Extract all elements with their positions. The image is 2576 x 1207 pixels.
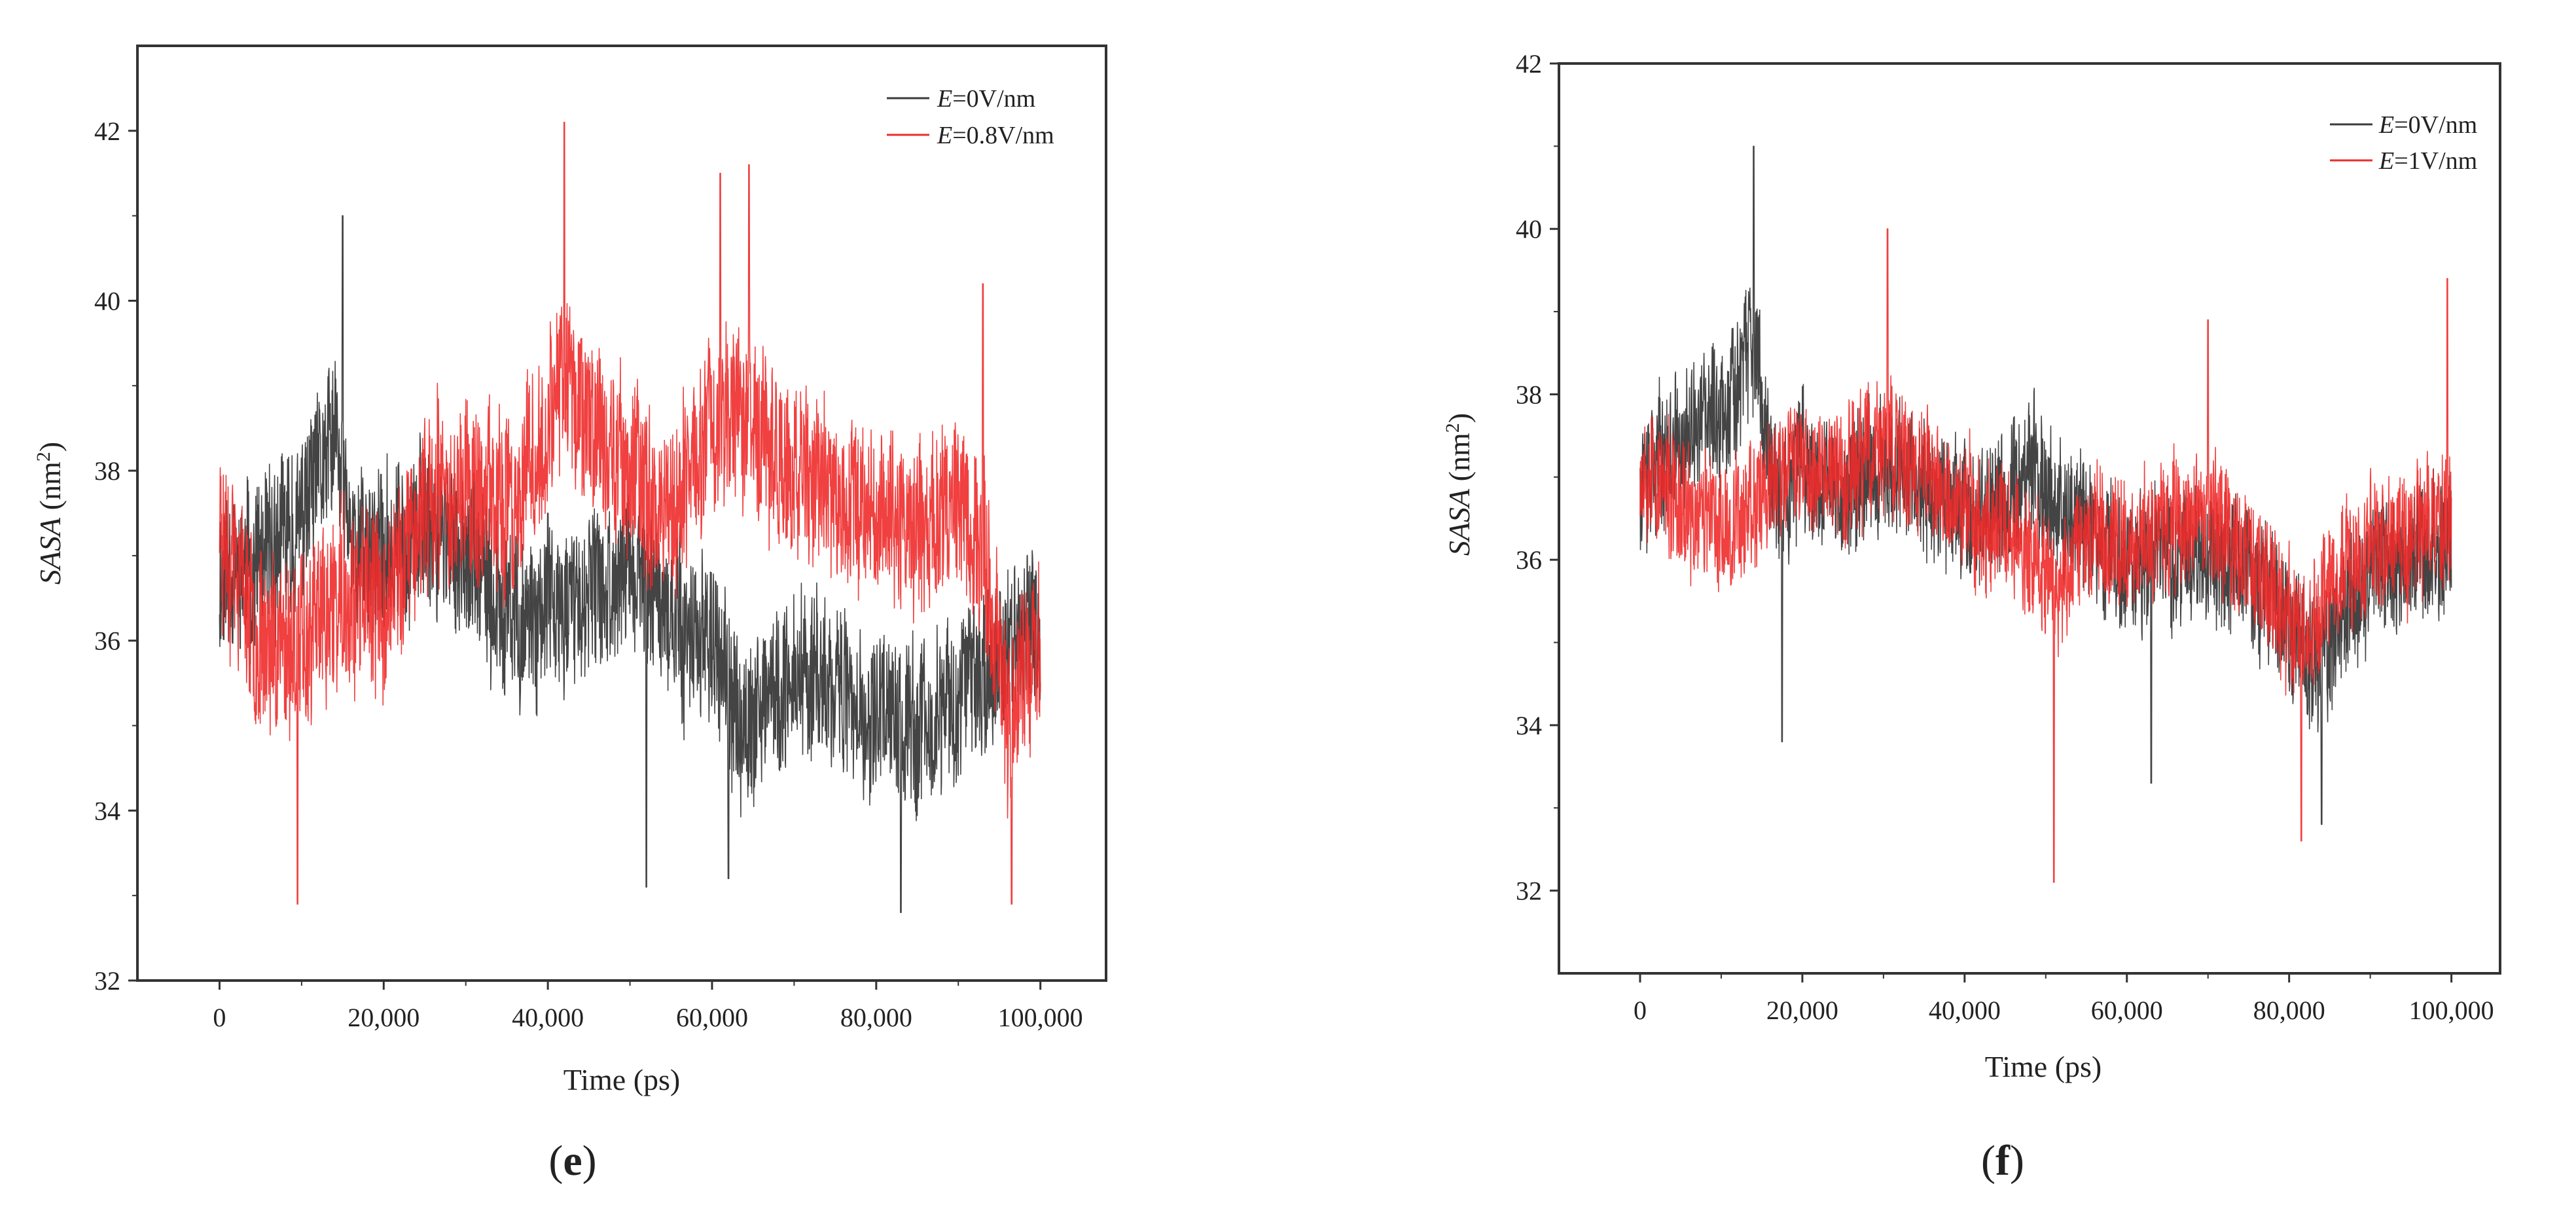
- plot-frame-f: [1558, 62, 2501, 975]
- y-tick-label-f-3: 38: [1516, 380, 1542, 409]
- y-axis-title-f-symbol: SASA: [1442, 488, 1476, 556]
- y-tick-label-e-2: 36: [94, 626, 120, 656]
- chart-panel-f: 0 20,000 40,000 60,000 80,000 100,000 32 34 36 38…: [1442, 49, 2501, 1185]
- legend-label-e-0v-symbol: E: [937, 85, 952, 113]
- y-tick-label-f-5: 42: [1516, 49, 1542, 79]
- legend-label-e-0v: E=0V/nm: [937, 85, 1035, 113]
- legend-label-f-0v: E=0V/nm: [2378, 111, 2477, 139]
- x-axis-title-e: Time (ps): [564, 1063, 681, 1096]
- y-tick-label-f-2: 36: [1516, 545, 1542, 575]
- y-axis-title-e-symbol: SASA: [33, 517, 67, 585]
- x-tick-label-e-5: 100,000: [998, 1003, 1083, 1032]
- series-layer-f: [1639, 145, 2452, 883]
- y-axis-title-f-exponent: 2: [1442, 423, 1463, 433]
- panel-label-e-letter: e: [563, 1137, 582, 1185]
- legend-label-e-08v-symbol: E: [937, 122, 952, 149]
- y-axis-title-e: SASA (nm2): [33, 442, 67, 585]
- y-tick-label-e-5: 42: [94, 117, 120, 146]
- legend-label-e-0v-value: =0V/nm: [952, 85, 1035, 113]
- y-axis-title-e-close: ): [33, 442, 67, 452]
- ticks-f: 0 20,000 40,000 60,000 80,000 100,000 32 34 36 38…: [1516, 49, 2494, 1025]
- legend-f: E=0V/nm E=1V/nm: [2330, 111, 2477, 175]
- x-tick-label-f-3: 60,000: [2091, 996, 2163, 1025]
- ticks-e: 0 20,000 40,000 60,000 80,000 100,000 32 34 36 38…: [94, 117, 1083, 1032]
- panel-label-f-letter: f: [1995, 1137, 2011, 1185]
- legend-label-e-08v: E=0.8V/nm: [937, 122, 1054, 149]
- legend-label-f-1v: E=1V/nm: [2378, 147, 2477, 175]
- series-line-f-1: [1639, 228, 2452, 883]
- x-tick-label-e-1: 20,000: [348, 1003, 420, 1032]
- x-tick-label-f-1: 20,000: [1766, 996, 1838, 1025]
- legend-label-f-0v-value: =0V/nm: [2394, 111, 2477, 139]
- y-tick-label-f-1: 34: [1516, 711, 1542, 740]
- x-tick-label-e-4: 80,000: [840, 1003, 912, 1032]
- y-tick-label-e-4: 40: [94, 286, 120, 315]
- x-tick-label-e-3: 60,000: [676, 1003, 748, 1032]
- y-axis-title-f-unit: (nm: [1442, 433, 1476, 489]
- chart-panel-e: 0 20,000 40,000 60,000 80,000 100,000 32 34 36 38…: [33, 45, 1107, 1185]
- y-axis-title-e-unit: (nm: [33, 461, 67, 518]
- x-tick-label-e-2: 40,000: [512, 1003, 584, 1032]
- legend-label-f-1v-symbol: E: [2378, 147, 2394, 175]
- x-tick-label-f-4: 80,000: [2253, 996, 2325, 1025]
- x-tick-label-f-5: 100,000: [2409, 996, 2494, 1025]
- y-tick-label-f-4: 40: [1516, 215, 1542, 244]
- plot-frame-e: [136, 45, 1107, 982]
- legend-label-e-08v-value: =0.8V/nm: [952, 122, 1054, 149]
- legend-e: E=0V/nm E=0.8V/nm: [887, 85, 1054, 149]
- y-tick-label-f-0: 32: [1516, 876, 1542, 906]
- x-axis-title-f: Time (ps): [1985, 1050, 2102, 1083]
- y-tick-label-e-1: 34: [94, 796, 120, 825]
- y-tick-label-e-3: 38: [94, 456, 120, 486]
- legend-label-f-0v-symbol: E: [2378, 111, 2394, 139]
- legend-label-f-1v-value: =1V/nm: [2394, 147, 2477, 175]
- y-axis-title-e-exponent: 2: [33, 452, 54, 461]
- y-tick-label-e-0: 32: [94, 966, 120, 996]
- panel-label-e: (e): [548, 1137, 596, 1185]
- panel-label-f: (f): [1981, 1137, 2024, 1185]
- x-tick-label-f-0: 0: [1634, 996, 1647, 1025]
- x-tick-label-e-0: 0: [213, 1003, 226, 1032]
- x-tick-label-f-2: 40,000: [1929, 996, 2001, 1025]
- y-axis-title-f: SASA (nm2): [1442, 413, 1476, 556]
- y-axis-title-f-close: ): [1442, 413, 1476, 423]
- series-layer-e: [219, 122, 1041, 913]
- series-line-e-1: [219, 122, 1041, 905]
